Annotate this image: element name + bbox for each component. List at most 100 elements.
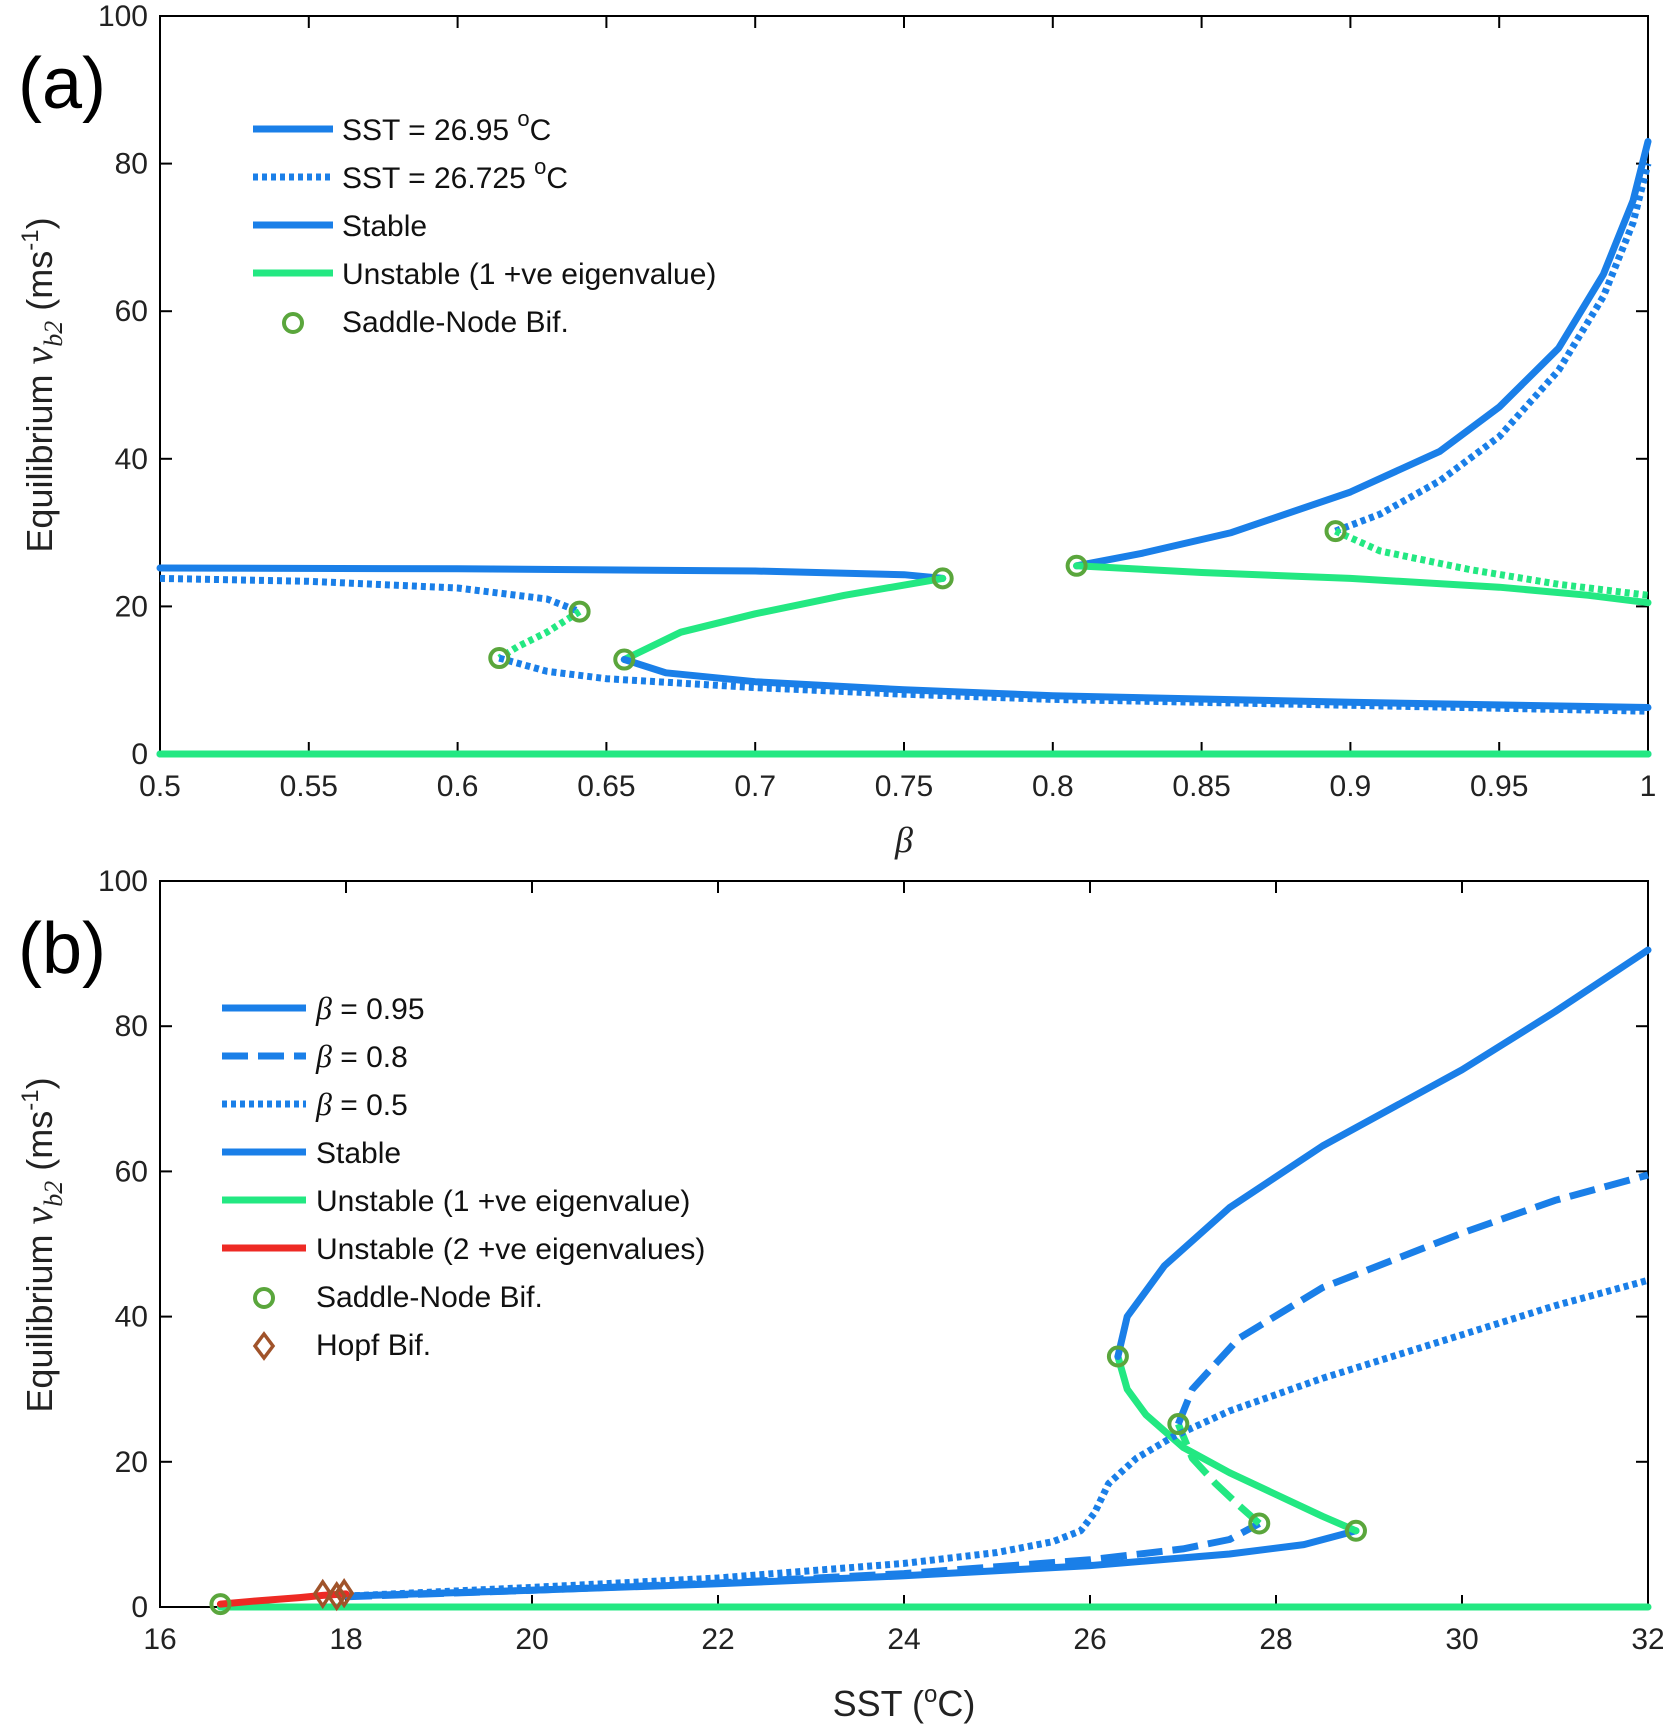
legend-label: Stable xyxy=(342,210,427,243)
y-tick-label: 80 xyxy=(115,1010,148,1043)
y-tick-label: 20 xyxy=(115,1446,148,1479)
legend-label: β = 0.8 xyxy=(315,1038,408,1074)
x-tick-label: 1 xyxy=(1640,770,1657,803)
legend-entry: Unstable (1 +ve eigenvalue) xyxy=(222,1185,690,1218)
x-tick-label: 22 xyxy=(701,1623,734,1656)
panel-a-label: (a) xyxy=(18,44,106,124)
legend-entry: β = 0.5 xyxy=(222,1086,408,1122)
saddle-node-marker xyxy=(1106,1345,1129,1368)
panel-b-x-axis-label: SST (oC) xyxy=(833,1681,976,1724)
y-tick-label: 0 xyxy=(131,738,148,771)
legend-entry: Stable xyxy=(222,1137,401,1170)
saddle-node-marker xyxy=(613,648,636,671)
series-line-solid xyxy=(1073,562,1652,607)
x-tick-label: 0.85 xyxy=(1172,770,1230,803)
series-line-dashed xyxy=(1175,1422,1262,1527)
x-tick-label: 20 xyxy=(515,1623,548,1656)
x-tick-label: 0.75 xyxy=(875,770,933,803)
legend-entry: β = 0.8 xyxy=(222,1038,408,1074)
saddle-node-marker xyxy=(488,647,511,670)
panel-a-x-axis-label: β xyxy=(894,820,913,860)
y-tick-label: 20 xyxy=(115,590,148,623)
x-tick-label: 30 xyxy=(1445,1623,1478,1656)
legend-label: Unstable (1 +ve eigenvalue) xyxy=(342,258,716,291)
x-tick-label: 32 xyxy=(1631,1623,1663,1656)
hopf-marker xyxy=(326,1580,347,1612)
x-tick-label: 0.65 xyxy=(577,770,635,803)
series-line-dotted xyxy=(345,1276,1649,1600)
x-tick-label: 26 xyxy=(1073,1623,1106,1656)
y-tick-label: 40 xyxy=(115,443,148,476)
legend-circle-icon xyxy=(282,312,304,334)
series-line-solid xyxy=(156,564,947,582)
hopf-marker xyxy=(312,1578,333,1610)
panel-b-ticks: 16 18 20 22 24 26 28 30 32 0 20 40 60 80 100 xyxy=(98,865,1663,1656)
legend-entry: SST = 26.725 oC xyxy=(253,154,568,195)
legend-label: β = 0.95 xyxy=(315,990,425,1026)
series-line-solid xyxy=(620,656,1652,711)
legend-entry: Saddle-Node Bif. xyxy=(253,1281,543,1314)
panel-b: (b) 16 18 20 22 24 26 28 30 32 0 20 40 60 80 100 SST (… xyxy=(16,865,1663,1724)
saddle-node-marker xyxy=(931,567,954,590)
legend-entry: Stable xyxy=(253,210,427,243)
legend-label: Unstable (2 +ve eigenvalues) xyxy=(316,1233,705,1266)
x-tick-label: 0.7 xyxy=(734,770,776,803)
legend-label: SST = 26.95 oC xyxy=(342,106,551,147)
panel-a: (a) 0.5 0.55 0.6 0.65 0.7 0.75 0.8 0.85 0.9 0.95 1… xyxy=(16,0,1656,860)
saddle-node-marker xyxy=(568,600,591,623)
y-tick-label: 60 xyxy=(115,295,148,328)
y-tick-label: 100 xyxy=(98,865,148,898)
y-tick-label: 60 xyxy=(115,1155,148,1188)
panel-a-y-axis-label: Equilibrium vb2 (ms-1) xyxy=(16,217,70,552)
legend-circle-icon xyxy=(253,1287,275,1309)
panel-a-ticks: 0.5 0.55 0.6 0.65 0.7 0.75 0.8 0.85 0.9 0.95 1 0 20 4… xyxy=(98,0,1656,803)
y-tick-label: 0 xyxy=(131,1591,148,1624)
saddle-node-marker xyxy=(1167,1413,1190,1436)
series-line-dotted xyxy=(159,574,581,615)
saddle-node-marker xyxy=(209,1593,232,1616)
legend-label: Unstable (1 +ve eigenvalue) xyxy=(316,1185,690,1218)
x-tick-label: 0.95 xyxy=(1470,770,1528,803)
x-tick-label: 24 xyxy=(887,1623,920,1656)
legend-entry: Unstable (2 +ve eigenvalues) xyxy=(222,1233,705,1266)
panel-b-plot-area xyxy=(209,946,1652,1616)
x-tick-label: 0.8 xyxy=(1032,770,1074,803)
panel-b-label: (b) xyxy=(18,909,106,989)
x-tick-label: 16 xyxy=(143,1623,176,1656)
saddle-node-marker xyxy=(1324,520,1347,543)
x-tick-label: 0.9 xyxy=(1330,770,1372,803)
legend-label: Saddle-Node Bif. xyxy=(342,306,569,339)
legend-label: β = 0.5 xyxy=(315,1086,408,1122)
series-line-dotted xyxy=(498,654,1649,715)
series-line-dotted xyxy=(1334,162,1652,535)
series-line-solid xyxy=(1114,946,1652,1360)
panel-b-legend: β = 0.95 β = 0.8 β = 0.5 Stable Unstable (1 … xyxy=(222,990,705,1362)
legend-label: SST = 26.725 oC xyxy=(342,154,568,195)
legend-entry: Saddle-Node Bif. xyxy=(282,306,569,339)
x-tick-label: 28 xyxy=(1259,1623,1292,1656)
legend-label: Stable xyxy=(316,1137,401,1170)
y-tick-label: 100 xyxy=(98,0,148,33)
legend-entry: β = 0.95 xyxy=(222,990,425,1026)
series-line-dashed xyxy=(1175,1171,1649,1426)
legend-label: Hopf Bif. xyxy=(316,1329,431,1362)
x-tick-label: 0.5 xyxy=(139,770,181,803)
y-tick-label: 40 xyxy=(115,1301,148,1334)
legend-entry: SST = 26.95 oC xyxy=(253,106,551,147)
series-line-solid xyxy=(1073,138,1652,570)
saddle-node-marker xyxy=(1248,1512,1271,1535)
panel-b-y-axis-label: Equilibrium vb2 (ms-1) xyxy=(16,1077,70,1412)
y-tick-label: 80 xyxy=(115,148,148,181)
panel-a-legend: SST = 26.95 oC SST = 26.725 oC Stable Unsta… xyxy=(253,106,716,339)
x-tick-label: 0.55 xyxy=(280,770,338,803)
hopf-marker xyxy=(334,1578,355,1609)
x-tick-label: 18 xyxy=(329,1623,362,1656)
saddle-node-marker xyxy=(1344,1519,1367,1542)
legend-entry: Unstable (1 +ve eigenvalue) xyxy=(253,258,716,291)
series-line-solid xyxy=(620,574,947,663)
legend-label: Saddle-Node Bif. xyxy=(316,1281,543,1314)
x-tick-label: 0.6 xyxy=(437,770,479,803)
legend-diamond-icon xyxy=(252,1331,276,1361)
